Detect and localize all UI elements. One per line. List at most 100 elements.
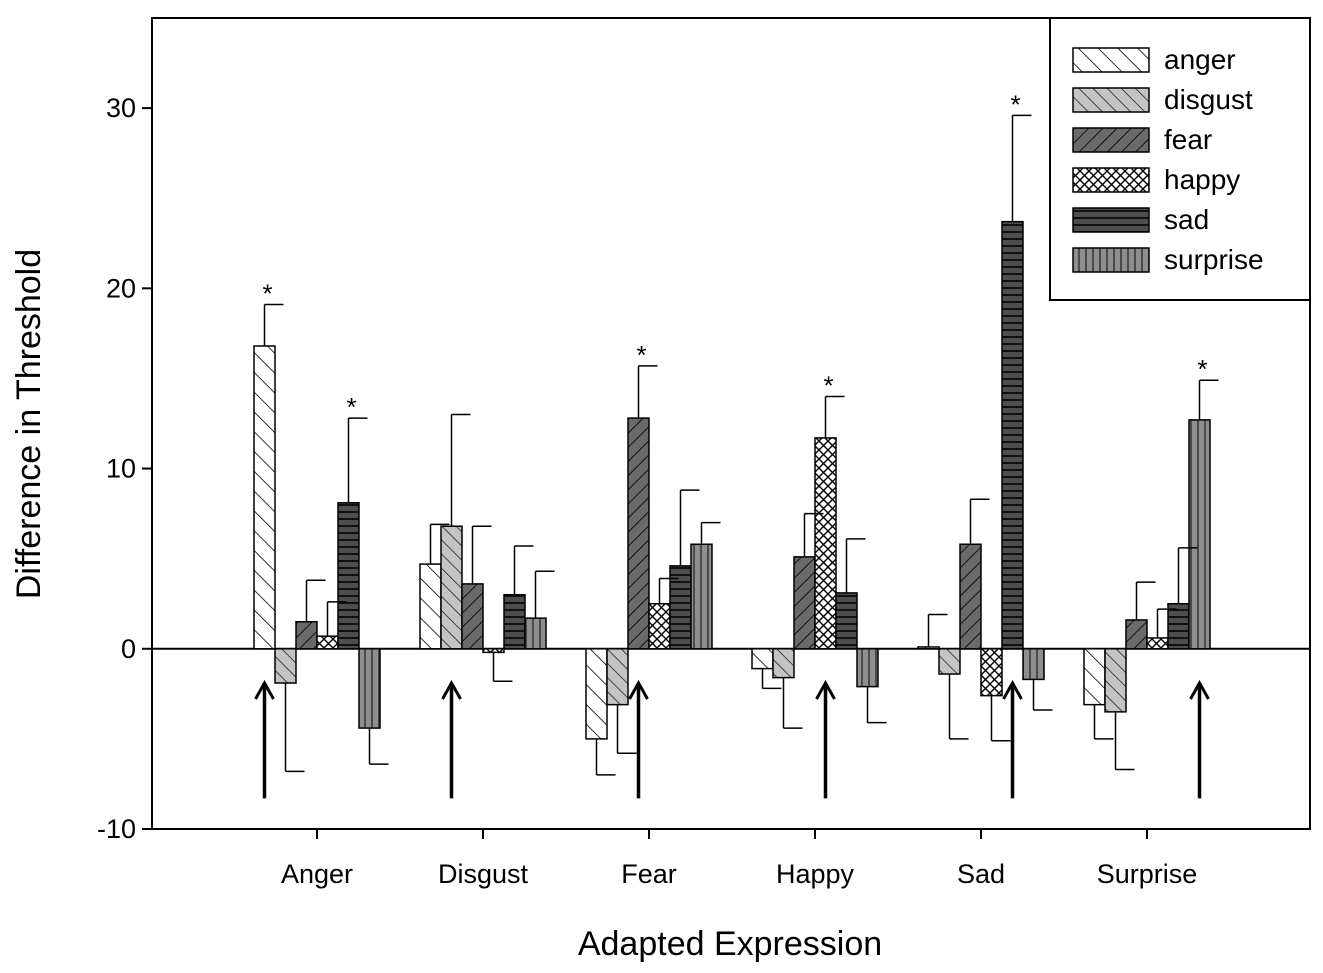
x-tick-label: Happy	[776, 859, 855, 889]
error-bar-fear-sad	[969, 498, 990, 545]
significance-marker: *	[346, 392, 356, 422]
error-bar-fear-anger	[305, 579, 326, 622]
y-axis-title: Difference in Threshold	[10, 249, 48, 599]
bar-surprise-sad	[1022, 648, 1045, 681]
x-tick-label: Disgust	[438, 859, 529, 889]
legend-item-sad: sad	[1072, 204, 1209, 235]
error-bar-surprise-disgust	[534, 570, 555, 619]
error-bar-surprise-fear	[700, 521, 721, 545]
x-tick-label: Anger	[281, 859, 353, 889]
legend-swatch	[1072, 47, 1150, 73]
legend-swatch	[1072, 127, 1150, 153]
error-bar-sad-happy	[845, 538, 866, 593]
legend-label: happy	[1164, 164, 1240, 195]
error-bar-anger-sad	[927, 613, 948, 647]
x-tick-label: Surprise	[1097, 859, 1198, 889]
legend-swatch	[1072, 207, 1150, 233]
bar-sad-surprise	[1167, 602, 1190, 650]
bar-surprise-happy	[856, 648, 879, 688]
arrow-icon	[1189, 679, 1210, 799]
bar-happy-surprise	[1146, 637, 1169, 650]
adapted-arrows	[254, 679, 1210, 799]
bar-disgust-sad	[938, 648, 961, 675]
error-bar-sad-anger	[347, 417, 368, 503]
bar-surprise-fear	[690, 543, 713, 650]
bar-sad-anger	[337, 502, 360, 650]
error-bar-happy-sad	[990, 695, 1011, 742]
legend-item-surprise: surprise	[1072, 244, 1264, 275]
bar-sad-sad	[1001, 220, 1024, 650]
error-bar-fear-disgust	[471, 525, 492, 584]
error-bar-happy-fear	[658, 577, 679, 604]
legend-item-anger: anger	[1072, 44, 1236, 75]
legend-label: disgust	[1164, 84, 1253, 115]
y-tick-label: 30	[106, 93, 136, 123]
legend-item-fear: fear	[1072, 124, 1212, 155]
error-bar-sad-surprise	[1177, 547, 1198, 604]
significance-marker: *	[262, 279, 272, 309]
error-bar-disgust-disgust	[450, 413, 471, 527]
error-bar-anger-surprise	[1093, 704, 1114, 740]
error-bar-happy-anger	[326, 601, 347, 637]
arrow-icon	[1002, 679, 1023, 799]
error-bar-disgust-happy	[782, 677, 803, 729]
y-tick-label: -10	[97, 814, 136, 844]
error-bar-anger-disgust	[429, 523, 450, 565]
bar-happy-disgust	[482, 648, 505, 654]
x-axis-title: Adapted Expression	[578, 925, 882, 963]
legend: anger disgust fear happy sad surprise	[1049, 17, 1311, 301]
arrow-icon	[254, 679, 275, 799]
bar-disgust-disgust	[440, 525, 463, 650]
error-bar-surprise-happy	[866, 686, 887, 724]
y-tick-label: 0	[121, 634, 136, 664]
error-bar-happy-surprise	[1156, 608, 1177, 638]
bar-happy-anger	[316, 635, 339, 650]
error-bar-anger-happy	[761, 668, 782, 690]
error-bar-surprise-surprise	[1198, 379, 1219, 420]
bar-anger-anger	[253, 345, 276, 650]
error-bar-surprise-sad	[1032, 679, 1053, 711]
error-bar-disgust-surprise	[1114, 711, 1135, 771]
legend-swatch	[1072, 87, 1150, 113]
significance-marker: *	[1197, 354, 1207, 384]
bar-fear-anger	[295, 620, 318, 650]
x-tick-label: Sad	[957, 859, 1005, 889]
bar-fear-surprise	[1125, 619, 1148, 650]
x-axis: Anger Disgust Fear Happy Sad Surprise	[281, 829, 1197, 889]
bar-anger-disgust	[419, 563, 442, 650]
arrow-icon	[815, 679, 836, 799]
arrow-icon	[441, 679, 462, 799]
bar-anger-surprise	[1083, 648, 1106, 706]
error-bar-fear-fear	[637, 365, 658, 419]
significance-marker: *	[636, 340, 646, 370]
bar-anger-happy	[751, 648, 774, 670]
significance-markers: * * * * * *	[262, 89, 1207, 422]
significance-marker: *	[1010, 89, 1020, 119]
bar-anger-fear	[585, 648, 608, 740]
error-bar-disgust-fear	[616, 704, 637, 755]
error-bar-surprise-anger	[368, 728, 389, 765]
bar-disgust-anger	[274, 648, 297, 684]
bar-surprise-anger	[358, 648, 381, 729]
error-bar-happy-disgust	[492, 652, 513, 682]
error-bar-happy-happy	[824, 395, 845, 438]
bar-happy-fear	[648, 602, 671, 650]
error-bar-sad-disgust	[513, 545, 534, 595]
legend-label: sad	[1164, 204, 1209, 235]
bar-anger-sad	[917, 646, 940, 650]
error-bar-fear-happy	[803, 512, 824, 557]
error-bar-anger-fear	[595, 738, 616, 776]
error-bar-anger-anger	[263, 303, 284, 347]
bar-happy-happy	[814, 437, 837, 650]
y-axis: -10 0 10 20 30	[97, 93, 152, 844]
legend-swatch	[1072, 247, 1150, 273]
legend-item-happy: happy	[1072, 164, 1240, 195]
significance-marker: *	[823, 370, 833, 400]
bar-fear-fear	[627, 417, 650, 650]
legend-label: fear	[1164, 124, 1212, 155]
bar-fear-disgust	[461, 583, 484, 650]
legend-swatch	[1072, 167, 1150, 193]
error-bar-disgust-sad	[948, 674, 969, 740]
plot-frame	[151, 17, 1311, 830]
